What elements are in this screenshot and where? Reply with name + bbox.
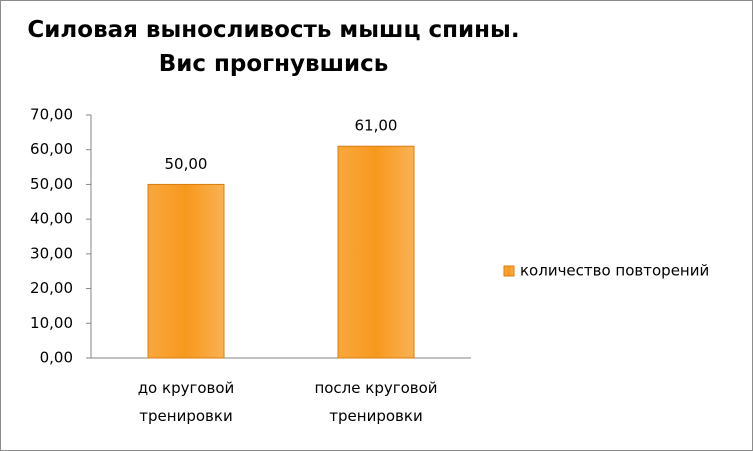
legend-marker: [503, 265, 515, 277]
data-label: 50,00: [165, 155, 208, 173]
y-tick-label: 70,00: [30, 106, 73, 124]
y-tick-label: 10,00: [30, 314, 73, 332]
data-label: 61,00: [355, 117, 398, 135]
y-tick-label: 50,00: [30, 175, 73, 193]
chart-title: Силовая выносливость мышц спины. Вис про…: [27, 17, 520, 77]
y-tick-label: 40,00: [30, 210, 73, 228]
y-tick-label: 30,00: [30, 244, 73, 262]
y-tick-label: 20,00: [30, 279, 73, 297]
y-tick-label: 0,00: [40, 349, 73, 367]
bar: [147, 183, 225, 359]
y-tick-label: 60,00: [30, 140, 73, 158]
x-tick-label: после круговой тренировки: [314, 379, 438, 425]
legend-label: количество повторений: [520, 262, 709, 280]
bar: [337, 145, 415, 359]
x-tick-label: до круговой тренировки: [137, 379, 235, 425]
